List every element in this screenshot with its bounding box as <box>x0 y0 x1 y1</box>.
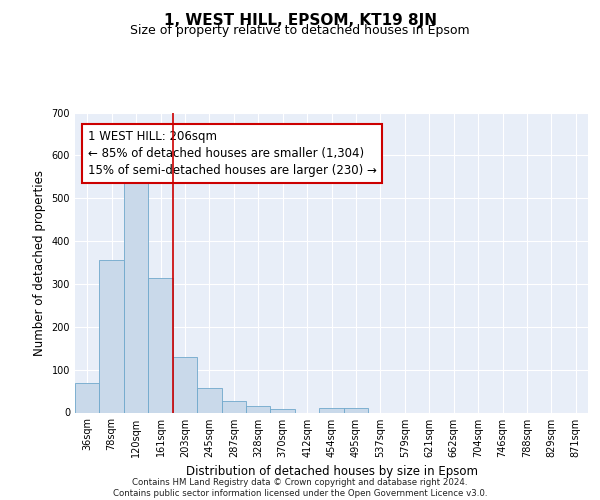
X-axis label: Distribution of detached houses by size in Epsom: Distribution of detached houses by size … <box>185 465 478 478</box>
Bar <box>75 382 100 412</box>
Bar <box>173 357 197 412</box>
Bar <box>197 388 221 412</box>
Bar <box>271 409 295 412</box>
Bar <box>319 408 344 412</box>
Text: 1, WEST HILL, EPSOM, KT19 8JN: 1, WEST HILL, EPSOM, KT19 8JN <box>163 12 437 28</box>
Text: Contains HM Land Registry data © Crown copyright and database right 2024.
Contai: Contains HM Land Registry data © Crown c… <box>113 478 487 498</box>
Bar <box>148 278 173 412</box>
Text: Size of property relative to detached houses in Epsom: Size of property relative to detached ho… <box>130 24 470 37</box>
Bar <box>100 260 124 412</box>
Bar <box>124 168 148 412</box>
Y-axis label: Number of detached properties: Number of detached properties <box>33 170 46 356</box>
Bar <box>221 402 246 412</box>
Bar <box>246 406 271 412</box>
Text: 1 WEST HILL: 206sqm
← 85% of detached houses are smaller (1,304)
15% of semi-det: 1 WEST HILL: 206sqm ← 85% of detached ho… <box>88 130 377 176</box>
Bar <box>344 408 368 412</box>
